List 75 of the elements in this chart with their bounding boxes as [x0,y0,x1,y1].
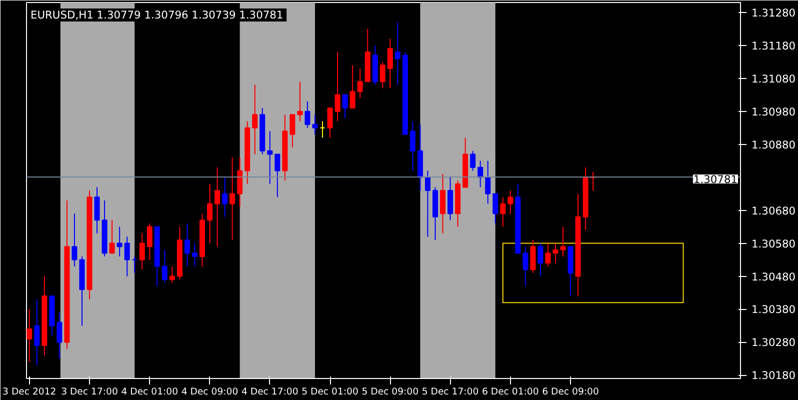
y-tick-label: 1.31180 [752,39,796,52]
candlestick [448,176,454,221]
x-tick-label: 3 Dec 17:00 [61,386,118,398]
candlestick [139,232,145,270]
candlestick [290,114,296,148]
x-tick-label: 4 Dec 17:00 [241,386,298,398]
x-tick-label: 6 Dec 01:00 [482,386,539,398]
candlestick [124,236,130,277]
x-tick-label: 6 Dec 09:00 [542,386,599,398]
candlestick [387,38,393,89]
x-tick-label: 4 Dec 09:00 [181,386,238,398]
y-tick-label: 1.30680 [752,204,796,218]
candlestick [192,242,198,267]
ref-line-label: 1.30781 [693,172,738,186]
candlestick [470,150,476,172]
candlestick [424,170,430,238]
candlestick [485,160,491,204]
candlestick [538,242,544,277]
x-tick-label: 4 Dec 01:00 [121,386,178,398]
y-tick-label: 1.30580 [752,237,796,250]
x-tick-label: 5 Dec 01:00 [302,386,358,398]
candlestick [320,120,326,138]
x-tick-label: 5 Dec 09:00 [362,386,419,398]
candlestick [214,166,220,248]
y-tick-label: 1.31080 [752,72,796,86]
candlestick [207,183,213,244]
candlestick [162,249,168,284]
candlestick [552,242,558,264]
y-tick-label: 1.30980 [752,105,796,118]
candlestick [26,308,32,363]
candlestick [34,298,40,366]
text: EURUSD,H1 1.30779 1.30796 1.30739 1.30781 [30,8,284,22]
candlestick [267,130,273,184]
candlestick [342,94,348,118]
candlestick [545,242,551,267]
candlestick [478,160,484,188]
candlestick [304,100,310,128]
candlestick [109,220,115,254]
y-tick-label: 1.30180 [752,369,796,382]
x-tick-label: 5 Dec 17:00 [422,386,479,398]
candlestick [222,176,228,218]
candlestick [94,186,100,234]
candlestick [394,22,400,86]
y-tick-label: 1.30380 [752,303,796,316]
candlestick [508,190,514,214]
candlestick [560,226,566,257]
y-tick-label: 1.31280 [752,6,796,20]
candlestick [440,174,446,234]
candlestick [116,226,122,257]
candlestick [237,157,243,208]
candlestick [169,266,175,284]
candlestick [530,239,536,274]
candlestick [522,246,528,287]
candlestick [500,196,506,228]
candlestick [252,84,258,155]
candlestick [56,312,62,360]
candlestick [184,222,190,267]
candlestick [492,193,498,224]
y-tick-label: 1.30480 [752,270,796,284]
y-tick-label: 1.30280 [752,336,796,350]
candlestick [350,64,356,109]
x-tick-label: 3 Dec 2012 [2,386,56,398]
candlestick [230,157,236,240]
candlestick [274,154,280,198]
candlestick [312,114,318,135]
candlestick [357,68,363,99]
candlestick [334,51,340,122]
candlestick [327,108,333,138]
candlestick [72,213,78,267]
candlestick [146,222,152,260]
y-tick-label: 1.30880 [752,138,796,152]
candlestick [380,61,386,89]
candlestick [297,81,303,122]
candlestick [410,120,416,172]
candlestick [132,256,138,274]
